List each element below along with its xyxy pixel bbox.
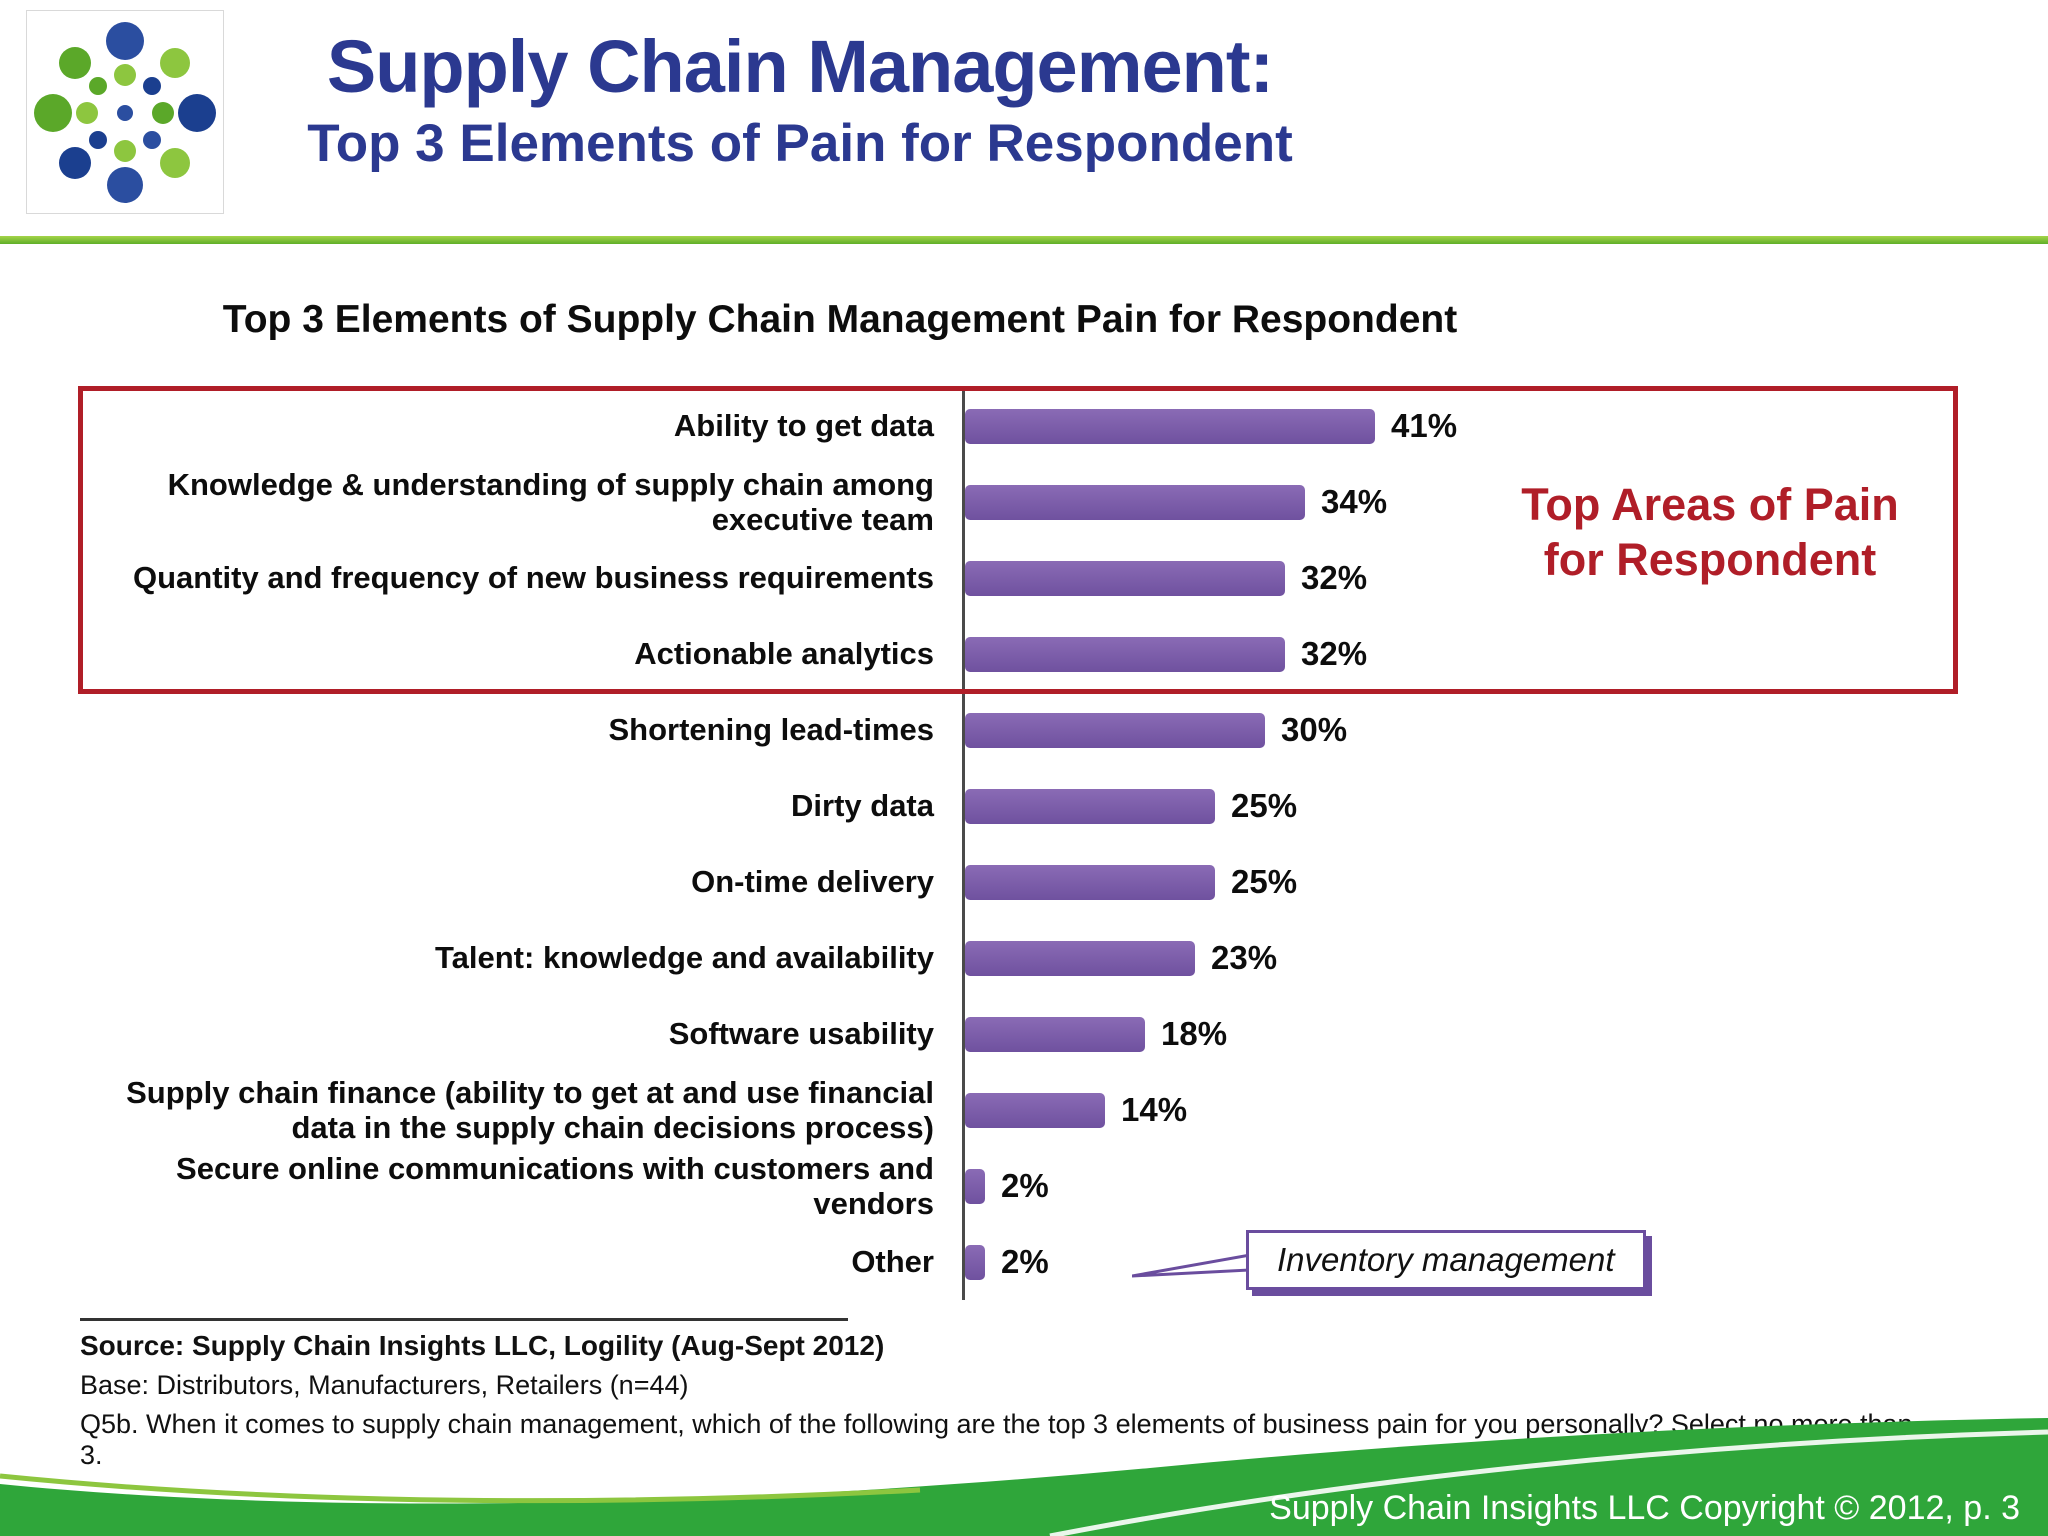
- category-label: Ability to get data: [673, 408, 934, 444]
- value-label: 32%: [1301, 635, 1368, 672]
- chart-row: Secure online communications with custom…: [80, 1148, 1580, 1224]
- bar-track: 41%: [962, 388, 1580, 464]
- bar: [965, 1168, 985, 1204]
- chart-title: Top 3 Elements of Supply Chain Managemen…: [222, 298, 1458, 341]
- bar-track: 34%: [962, 464, 1580, 540]
- category-label: Supply chain finance (ability to get at …: [126, 1074, 934, 1145]
- company-logo-icon: [26, 10, 224, 214]
- chart-row: Quantity and frequency of new business r…: [80, 540, 1580, 616]
- chart-row: On-time delivery 25%: [80, 844, 1580, 920]
- value-label: 23%: [1211, 939, 1278, 976]
- category-label: Quantity and frequency of new business r…: [132, 560, 934, 596]
- bar: [965, 864, 1215, 900]
- footer-swoosh: [0, 1418, 2048, 1536]
- bar: [965, 560, 1285, 596]
- source-note: Source: Supply Chain Insights LLC, Logil…: [80, 1330, 885, 1361]
- chart-row: Supply chain finance (ability to get at …: [80, 1072, 1580, 1148]
- bar-track: 14%: [962, 1072, 1580, 1148]
- value-label: 30%: [1281, 711, 1348, 748]
- chart-row: Talent: knowledge and availability 23%: [80, 920, 1580, 996]
- category-label: Other: [851, 1244, 934, 1280]
- value-label: 2%: [1001, 1167, 1049, 1204]
- bar: [965, 636, 1285, 672]
- chart-row: Shortening lead-times 30%: [80, 692, 1580, 768]
- bar: [965, 1016, 1145, 1052]
- slide-title-line1: Supply Chain Management:: [326, 25, 1274, 108]
- chart-row: Actionable analytics 32%: [80, 616, 1580, 692]
- value-label: 14%: [1121, 1091, 1188, 1128]
- category-label: Software usability: [668, 1016, 934, 1052]
- copyright-text: Supply Chain Insights LLC Copyright © 20…: [1269, 1489, 2020, 1527]
- bar: [965, 712, 1265, 748]
- chart-row: Knowledge & understanding of supply chai…: [80, 464, 1580, 540]
- base-note: Base: Distributors, Manufacturers, Retai…: [80, 1370, 689, 1400]
- value-label: 18%: [1161, 1015, 1228, 1052]
- bar: [965, 484, 1305, 520]
- bar: [965, 1092, 1105, 1128]
- bar-track: 32%: [962, 540, 1580, 616]
- chart-baseline: [80, 1318, 848, 1321]
- chart-row: Other 2%: [80, 1224, 1580, 1300]
- slide-title: Supply Chain Management: Top 3 Elements …: [240, 28, 1360, 171]
- inventory-callout: Inventory management: [1246, 1230, 1646, 1290]
- chart-row: Dirty data 25%: [80, 768, 1580, 844]
- bar: [965, 408, 1375, 444]
- category-label: Shortening lead-times: [608, 712, 934, 748]
- header-divider: [0, 236, 2048, 244]
- bar-track: 2%: [962, 1224, 1580, 1300]
- bar-track: 18%: [962, 996, 1580, 1072]
- value-label: 41%: [1391, 407, 1458, 444]
- bar: [965, 788, 1215, 824]
- value-label: 25%: [1231, 787, 1298, 824]
- value-label: 32%: [1301, 559, 1368, 596]
- value-label: 2%: [1001, 1243, 1049, 1280]
- bar-track: 23%: [962, 920, 1580, 996]
- callout-pointer-icon: [1132, 1253, 1252, 1278]
- bar-track: 32%: [962, 616, 1580, 692]
- bar-track: 30%: [962, 692, 1580, 768]
- slide-title-line2: Top 3 Elements of Pain for Respondent: [307, 113, 1293, 173]
- bar-chart: Ability to get data 41% Knowledge & unders…: [80, 388, 1580, 1300]
- category-label: Dirty data: [791, 788, 934, 824]
- bar: [965, 1244, 985, 1280]
- top-pain-highlight-label: Top Areas of Pain for Respondent: [1521, 479, 1899, 585]
- category-label: Secure online communications with custom…: [176, 1150, 934, 1221]
- bar-track: 25%: [962, 844, 1580, 920]
- category-label: Talent: knowledge and availability: [435, 940, 934, 976]
- bar-track: 2%: [962, 1148, 1580, 1224]
- bar-track: 25%: [962, 768, 1580, 844]
- bar: [965, 940, 1195, 976]
- dots-logo-icon: [34, 22, 216, 203]
- chart-row: Software usability 18%: [80, 996, 1580, 1072]
- chart-row: Ability to get data 41%: [80, 388, 1580, 464]
- value-label: 25%: [1231, 863, 1298, 900]
- value-label: 34%: [1321, 483, 1388, 520]
- category-label: Actionable analytics: [634, 636, 934, 672]
- category-label: Knowledge & understanding of supply chai…: [167, 466, 934, 537]
- category-label: On-time delivery: [691, 864, 934, 900]
